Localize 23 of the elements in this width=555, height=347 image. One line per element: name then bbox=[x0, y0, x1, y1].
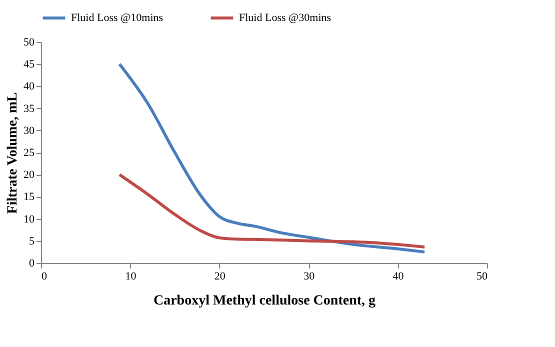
x-axis-title: Carboxyl Methyl cellulose Content, g bbox=[153, 294, 376, 308]
y-tick-label: 40 bbox=[24, 80, 35, 93]
x-tick-label: 30 bbox=[304, 270, 316, 282]
x-tick-label: 0 bbox=[42, 270, 48, 282]
line-series bbox=[118, 62, 426, 254]
y-tick-label: 20 bbox=[24, 169, 35, 182]
x-tick-label: 50 bbox=[476, 270, 488, 282]
y-tick-label: 45 bbox=[24, 58, 35, 71]
y-axis-title: Filtrate Volume, mL bbox=[6, 92, 20, 214]
y-tick-label: 25 bbox=[24, 147, 35, 159]
line-series bbox=[118, 173, 426, 249]
legend-label: Fluid Loss @30mins bbox=[239, 12, 332, 24]
y-tick-label: 10 bbox=[24, 213, 35, 226]
y-tick-label: 30 bbox=[24, 124, 35, 137]
y-tick-label: 5 bbox=[29, 235, 35, 248]
y-tick-label: 35 bbox=[24, 102, 35, 115]
x-tick-label: 40 bbox=[392, 270, 404, 282]
y-tick-label: 0 bbox=[29, 258, 35, 270]
x-tick-label: 20 bbox=[214, 270, 226, 282]
x-tick-label: 10 bbox=[125, 270, 137, 282]
y-tick-label: 50 bbox=[24, 36, 35, 48]
legend-label: Fluid Loss @10mins bbox=[71, 12, 164, 24]
y-tick-label: 15 bbox=[24, 191, 35, 204]
